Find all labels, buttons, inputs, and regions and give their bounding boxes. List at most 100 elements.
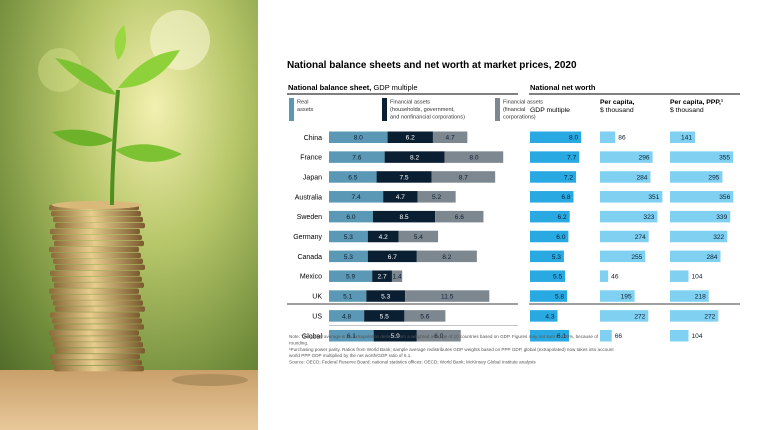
net-worth-bar (670, 290, 709, 302)
net-worth-bar (600, 270, 609, 282)
coin-edge (52, 234, 142, 241)
category-label: US (312, 313, 322, 320)
bar-segment (435, 210, 484, 223)
net-worth-label: 66 (615, 333, 623, 340)
column-header: $ thousand (600, 107, 634, 114)
bar-segment (444, 151, 504, 163)
bar-segment (364, 310, 405, 322)
bar-value-label: 5.9 (391, 333, 400, 340)
bar-value-label: 5.5 (380, 313, 389, 320)
net-worth-bar (530, 250, 564, 263)
net-worth-label: 255 (631, 254, 642, 261)
left-panel-header: National balance sheet, GDP multiple (288, 83, 418, 92)
bar-segment (416, 250, 477, 263)
bar-segment (416, 330, 461, 342)
net-worth-bar (600, 290, 635, 302)
legend-label: Financial assets (390, 100, 430, 106)
footnote-line: world PPP GDP multiplied by the net wort… (289, 353, 412, 358)
column-header: $ thousand (670, 107, 704, 114)
coin-edge (50, 228, 140, 235)
balance-sheet-chart: National balance sheets and net worth at… (287, 60, 740, 365)
bar-value-label: 5.3 (344, 234, 353, 241)
net-worth-label: 8.0 (569, 135, 578, 142)
bar-segment (383, 191, 418, 203)
net-worth-bar (530, 310, 558, 322)
coin-edge (54, 282, 144, 288)
net-worth-label: 5.3 (552, 254, 561, 261)
country-labels: China France Japan Australia Sweden Germany Ca… (293, 135, 518, 340)
bar-value-label: 5.3 (381, 293, 390, 300)
bar-value-label: 4.2 (379, 234, 388, 241)
bar-value-label: 8.2 (442, 254, 451, 261)
legend-label: and nonfinancial corporations) (390, 114, 465, 120)
net-worth-bar (600, 330, 612, 342)
bar-value-label: 8.2 (410, 155, 419, 162)
category-label: Sweden (297, 214, 322, 221)
bar-segment (329, 330, 374, 342)
net-worth-bars: 8.0 7.7 7.2 6.8 6.2 6.0 5.3 5.5 5.8 4.3 6.1 86 296 28… (530, 131, 734, 342)
net-worth-bar (670, 230, 728, 243)
bar-segment (404, 310, 446, 322)
coin-edge (55, 306, 145, 312)
coin-edge (52, 318, 142, 324)
bar-value-label: 11.5 (441, 293, 454, 300)
coin-edge (53, 300, 143, 306)
bar-value-label: 6.6 (455, 214, 464, 221)
bar-segment (366, 290, 406, 302)
coin-edge (50, 354, 140, 360)
net-worth-label: 5.5 (553, 274, 562, 281)
net-worth-label: 323 (643, 214, 654, 221)
bar-value-label: 8.5 (399, 214, 408, 221)
right-panel-header: National net worth (530, 83, 596, 92)
net-worth-label: 296 (639, 155, 650, 162)
category-label: Australia (295, 194, 322, 201)
stacked-bars: 8.0 6.2 4.7 7.6 8.2 8.0 6.5 7.5 8.7 7.4 4.7 5.2 6.0 8… (329, 131, 504, 342)
net-worth-label: 5.8 (555, 293, 564, 300)
net-worth-label: 284 (706, 254, 717, 261)
net-worth-bar (600, 171, 651, 183)
net-worth-bar (670, 151, 734, 163)
coin-stack-icon (49, 201, 248, 386)
bar-value-label: 5.6 (420, 313, 429, 320)
bar-value-label: 5.3 (344, 254, 353, 261)
bar-value-label: 6.1 (347, 333, 356, 340)
net-worth-label: 6.0 (556, 234, 565, 241)
bar-segment (329, 131, 388, 143)
bar-segment (384, 151, 445, 163)
net-worth-label: 322 (713, 234, 724, 241)
coin-edge (53, 216, 143, 223)
category-label: UK (312, 294, 322, 301)
coin-bg (172, 374, 248, 386)
net-worth-bar (530, 290, 568, 302)
bar-value-label: 2.7 (377, 274, 386, 281)
footnote-line: rounding. (289, 340, 308, 345)
bar-value-label: 5.9 (346, 274, 355, 281)
footnote-line: ¹Purchasing power parity. Ratios from Wo… (289, 347, 614, 352)
net-worth-bar (530, 270, 566, 282)
seedling-coins-photo (0, 0, 258, 430)
legend-label: Financial assets (503, 100, 543, 106)
bar-value-label: 6.5 (348, 174, 357, 181)
net-worth-label: 4.3 (545, 313, 554, 320)
net-worth-bar (670, 270, 689, 282)
net-worth-label: 295 (708, 174, 719, 181)
legend-label: corporations) (503, 114, 536, 120)
bar-segment (367, 250, 417, 263)
bar-value-label: 4.7 (446, 135, 455, 142)
net-worth-bar (670, 171, 723, 183)
coin-edge (51, 294, 141, 300)
legend-label: (financial (503, 107, 525, 113)
net-worth-bar (530, 131, 582, 143)
net-worth-bar (600, 250, 646, 263)
footnote-line: Note: The global average is an extrapola… (289, 334, 599, 339)
bar-value-label: 4.7 (396, 194, 405, 201)
net-worth-label: 6.1 (557, 333, 566, 340)
legend-label: assets (297, 107, 313, 113)
bar-segment (376, 171, 432, 183)
net-worth-bar (670, 250, 721, 263)
net-worth-bar (600, 310, 649, 322)
coin-edge (49, 288, 139, 294)
net-worth-label: 218 (695, 293, 706, 300)
net-worth-label: 356 (719, 194, 730, 201)
net-worth-bar (600, 191, 663, 203)
